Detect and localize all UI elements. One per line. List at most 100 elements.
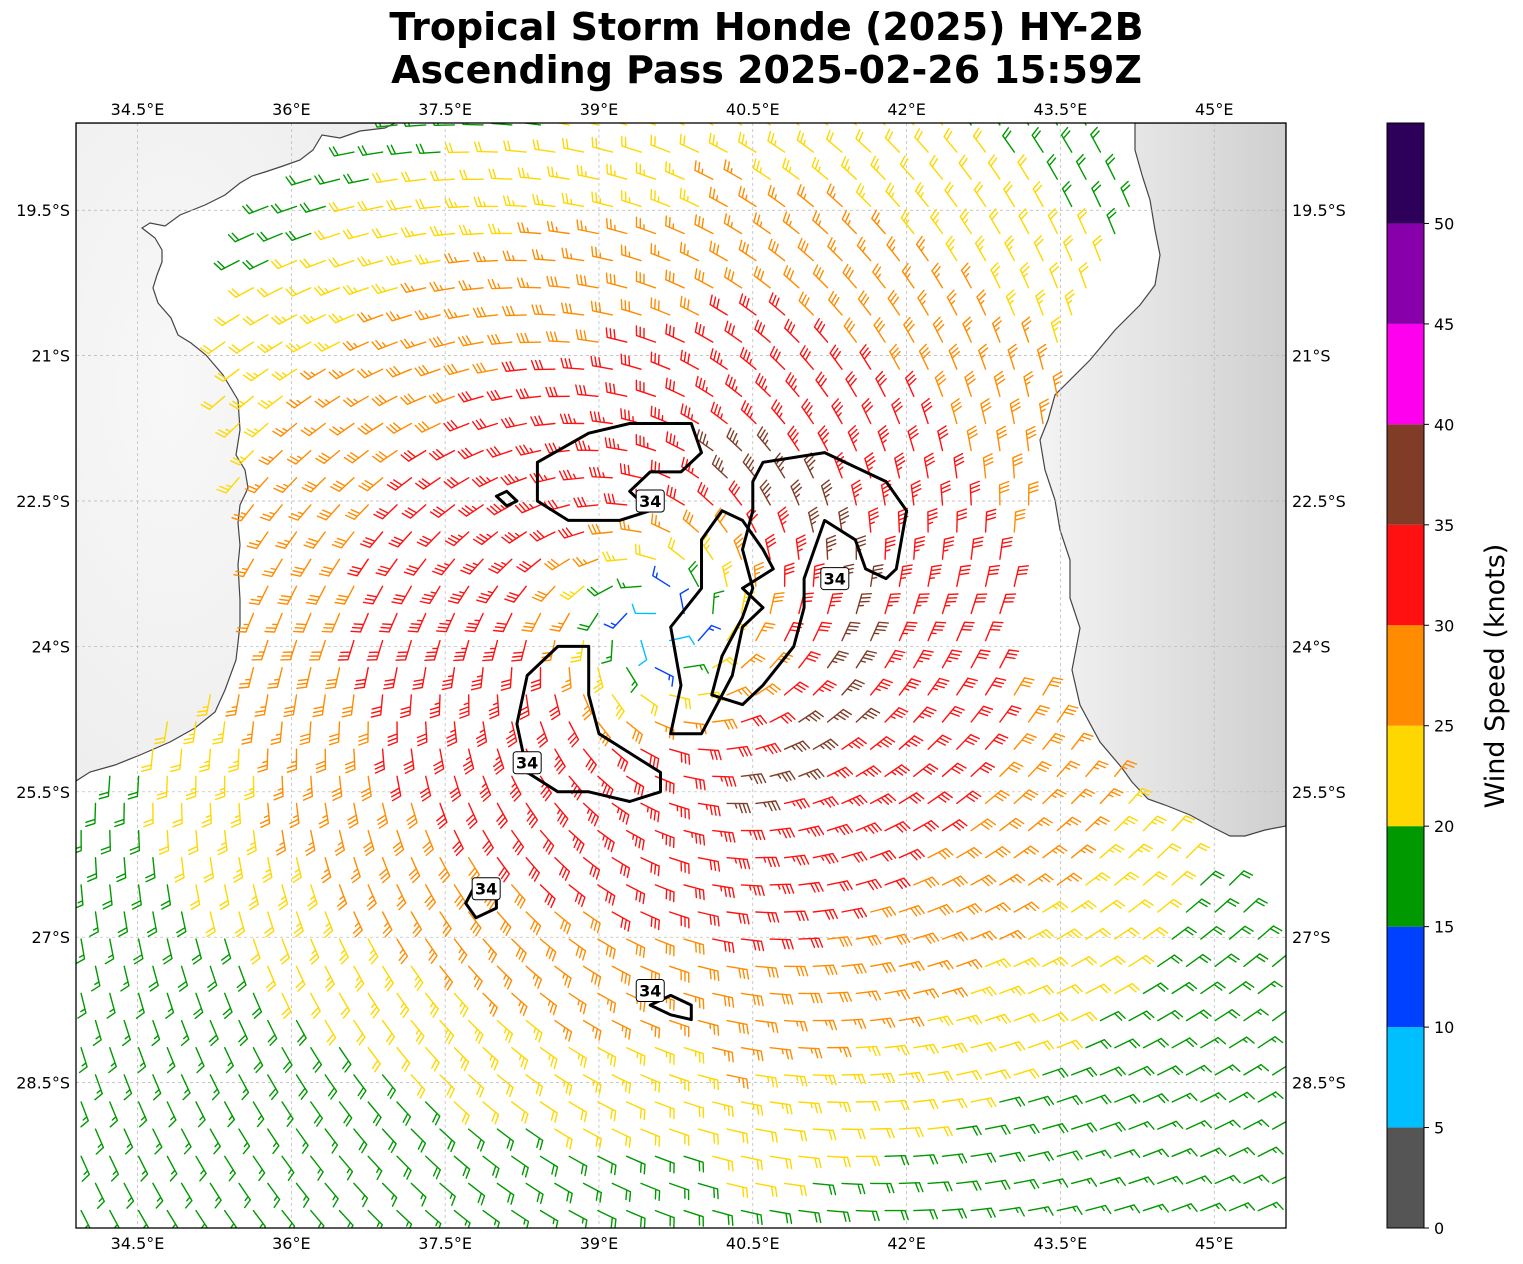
wind-barb [1171, 815, 1196, 832]
wind-barb [400, 694, 412, 719]
wind-barb [1200, 1036, 1227, 1049]
wind-barb [1228, 925, 1254, 940]
wind-barb [577, 612, 599, 631]
wind-barb [425, 992, 439, 1018]
wind-barb [620, 190, 642, 208]
wind-barb [224, 1209, 237, 1228]
wind-barb [525, 802, 539, 829]
wind-barb [1027, 817, 1053, 832]
wind-barb [367, 1047, 381, 1073]
wind-barb [970, 1207, 996, 1218]
wind-barb [956, 846, 983, 859]
wind-barb [989, 208, 1001, 235]
wind-barb [941, 705, 965, 723]
wind-barb [86, 857, 98, 883]
wind-barb [1056, 1150, 1083, 1161]
wind-barb [795, 534, 807, 560]
wind-barb [501, 531, 527, 544]
wind-barb [970, 1097, 997, 1108]
wind-barb [601, 639, 613, 664]
wind-barb [515, 388, 542, 400]
wind-barb [429, 504, 456, 518]
wind-barb [470, 667, 484, 691]
wind-barb [554, 1182, 573, 1204]
wind-barb [728, 480, 743, 506]
wind-barb [1128, 843, 1153, 859]
wind-barb [303, 531, 326, 549]
wind-barb [143, 802, 154, 828]
wind-barb [248, 585, 269, 605]
wind-barb [358, 477, 384, 492]
wind-barb [941, 819, 968, 832]
wind-barb [338, 1101, 353, 1127]
wind-barb [956, 790, 982, 805]
wind-barb [345, 504, 369, 520]
wind-barb [582, 1019, 602, 1041]
wind-barb [539, 992, 558, 1016]
wind-barb [582, 1128, 602, 1149]
wind-barb [1228, 1036, 1255, 1049]
wind-barb [503, 140, 527, 153]
wind-barb [473, 141, 499, 153]
wind-barb [386, 199, 412, 211]
wind-barb [956, 958, 983, 970]
wind-barb [787, 425, 800, 452]
wind-barb [324, 965, 335, 992]
wind-barb [1185, 1175, 1213, 1185]
colorbar-segment [1387, 424, 1424, 525]
wind-barb [357, 200, 384, 212]
wind-barb [242, 204, 269, 215]
wind-barb [511, 829, 525, 856]
tick-label-lat-right: 28.5°S [1292, 1074, 1346, 1093]
wind-barb [891, 397, 903, 425]
wind-barb [798, 1209, 822, 1224]
wind-barb [310, 992, 321, 1019]
wind-barb [1142, 926, 1169, 940]
wind-barb [984, 508, 997, 533]
wind-barb [740, 1047, 764, 1062]
wind-barb [396, 1047, 411, 1072]
wind-barb [460, 558, 484, 575]
wind-barb [1056, 1039, 1083, 1050]
wind-barb [496, 1182, 515, 1205]
wind-barb [275, 829, 287, 856]
wind-barb [927, 564, 942, 587]
wind-barb [945, 235, 958, 262]
wind-barb [679, 241, 700, 262]
wind-barb [1214, 1119, 1241, 1130]
wind-barb [927, 904, 954, 916]
wind-barb [305, 585, 326, 605]
wind-barb [439, 1182, 456, 1206]
wind-barb [390, 775, 402, 802]
wind-barb [815, 371, 829, 397]
wind-barb [665, 377, 685, 397]
wind-barb [396, 1101, 412, 1126]
wind-barb [808, 506, 820, 533]
wind-barb [826, 880, 853, 892]
wind-barb [626, 721, 643, 745]
wind-barb [604, 437, 628, 452]
wind-barb [1085, 1204, 1112, 1215]
wind-barb [1243, 1119, 1270, 1130]
wind-barb [407, 612, 427, 633]
wind-barb [1214, 1064, 1241, 1076]
wind-barb [917, 289, 929, 316]
tick-label-lon-top: 40.5°E [726, 100, 780, 119]
wind-barb [980, 398, 992, 425]
colorbar-segment [1387, 625, 1424, 726]
wind-barb [425, 1047, 440, 1072]
wind-barb [590, 355, 613, 370]
wind-barb [683, 884, 705, 901]
wind-barb [353, 1074, 367, 1100]
wind-barb [135, 992, 145, 1019]
wind-barb [620, 353, 642, 370]
wind-barb [412, 667, 427, 690]
wind-barb [444, 531, 470, 547]
wind-barb [1200, 926, 1226, 940]
wind-barb [697, 965, 720, 982]
wind-barb [1031, 127, 1044, 153]
wind-barb [488, 223, 513, 235]
wind-barb [502, 305, 527, 317]
wind-barb [669, 1182, 690, 1201]
wind-barb [1078, 262, 1089, 289]
